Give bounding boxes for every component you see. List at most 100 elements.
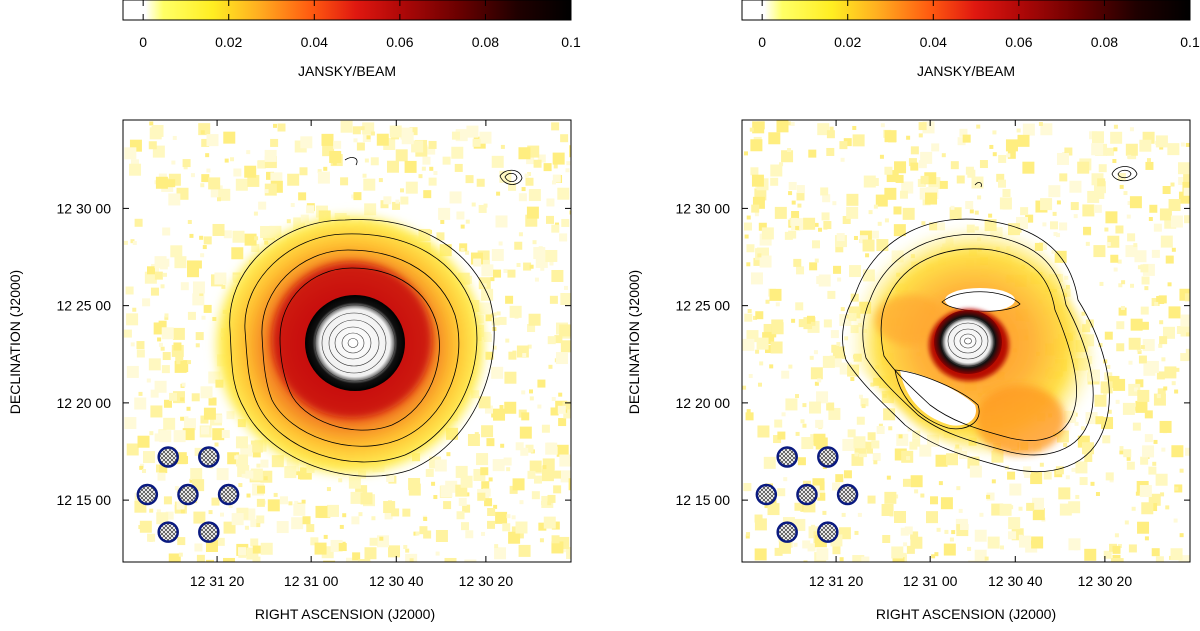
left-noise-pixel: [560, 293, 571, 306]
right-noise-pixel: [1140, 306, 1149, 315]
left-noise-pixel: [150, 389, 159, 398]
right-noise-pixel: [1040, 198, 1053, 211]
right-noise-pixel: [810, 367, 823, 380]
left-noise-pixel: [310, 537, 319, 546]
left-noise-pixel: [465, 175, 474, 184]
right-noise-pixel: [1091, 131, 1104, 144]
right-noise-pixel: [1135, 491, 1140, 496]
right-noise-pixel: [1165, 255, 1174, 264]
left-noise-pixel: [160, 346, 165, 351]
left-noise-pixel: [392, 201, 401, 210]
left-noise-pixel: [134, 218, 143, 227]
left-noise-pixel: [208, 397, 217, 406]
left-noise-pixel: [476, 178, 485, 187]
left-noise-pixel: [460, 224, 465, 229]
right-noise-pixel: [817, 492, 826, 501]
right-noise-pixel: [930, 496, 939, 505]
right-noise-pixel: [1105, 211, 1118, 224]
right-noise-pixel: [906, 135, 911, 140]
right-noise-pixel: [954, 447, 963, 456]
left-noise-pixel: [194, 543, 203, 552]
right-noise-pixel: [795, 431, 800, 436]
left-noise-pixel: [340, 120, 353, 133]
left-noise-pixel: [182, 159, 191, 168]
right-noise-pixel: [1153, 223, 1162, 232]
right-noise-pixel: [1113, 147, 1118, 152]
left-noise-pixel: [440, 219, 445, 224]
left-noise-pixel: [552, 152, 565, 165]
right-noise-pixel: [809, 262, 818, 271]
left-noise-pixel: [484, 498, 493, 507]
left-noise-pixel: [555, 352, 568, 365]
left-colorbar-ticks: 0 0.02 0.04 0.06 0.08 0.1: [139, 0, 581, 50]
right-noise-pixel: [794, 502, 803, 511]
right-noise-pixel: [837, 277, 842, 282]
left-noise-pixel: [429, 166, 434, 171]
right-noise-pixel: [1178, 191, 1190, 204]
right-noise-pixel: [818, 227, 823, 232]
right-noise-pixel: [1139, 139, 1152, 152]
right-noise-pixel: [815, 419, 824, 428]
left-noise-pixel: [156, 509, 161, 514]
right-noise-pixel: [860, 398, 869, 407]
right-core-contours: [941, 317, 995, 367]
left-noise-pixel: [167, 179, 176, 188]
left-noise-pixel: [473, 258, 482, 267]
right-noise-pixel: [903, 542, 908, 547]
right-noise-pixel: [870, 230, 879, 239]
left-colorbar-tick-label: 0.02: [215, 34, 242, 50]
left-noise-pixel: [200, 130, 205, 135]
right-noise-pixel: [931, 554, 936, 559]
right-colorbar: 0 0.02 0.04 0.06 0.08 0.1 JANSKY/BEAM: [741, 0, 1200, 79]
right-noise-pixel: [1183, 187, 1190, 196]
left-noise-pixel: [216, 537, 225, 546]
left-noise-pixel: [180, 416, 185, 421]
right-noise-pixel: [936, 527, 941, 532]
left-noise-pixel: [419, 526, 428, 535]
left-noise-pixel: [178, 552, 183, 557]
right-noise-pixel: [847, 429, 856, 438]
left-noise-pixel: [172, 327, 185, 340]
left-noise-pixel: [199, 291, 204, 296]
right-noise-pixel: [1161, 357, 1166, 362]
right-noise-pixel: [999, 503, 1012, 516]
left-noise-pixel: [146, 266, 155, 275]
right-noise-pixel: [1126, 456, 1131, 461]
right-noise-pixel: [979, 160, 988, 169]
right-noise-pixel: [1161, 447, 1166, 452]
right-noise-pixel: [1087, 190, 1100, 203]
left-noise-pixel: [565, 168, 570, 173]
right-noise-pixel: [846, 314, 851, 319]
left-noise-pixel: [458, 497, 467, 506]
left-noise-pixel: [139, 465, 144, 470]
right-noise-pixel: [1185, 447, 1190, 456]
left-noise-pixel: [409, 127, 418, 136]
left-noise-pixel: [181, 382, 186, 387]
left-noise-pixel: [405, 553, 418, 562]
right-noise-pixel: [1006, 153, 1011, 158]
left-noise-pixel: [241, 473, 246, 478]
right-noise-pixel: [909, 441, 918, 450]
right-noise-pixel: [1170, 548, 1183, 561]
right-noise-pixel: [1118, 283, 1123, 288]
right-noise-pixel: [1185, 142, 1190, 147]
left-colorbar: 0 0.02 0.04 0.06 0.08 0.1 JANSKY/BEAM: [122, 0, 581, 79]
left-noise-pixel: [409, 558, 414, 562]
left-contours: [229, 157, 523, 477]
left-noise-pixel: [186, 265, 199, 278]
right-noise-pixel: [902, 552, 907, 557]
right-noise-pixel: [1096, 190, 1105, 199]
right-noise-pixel: [1170, 215, 1183, 228]
left-noise-pixel: [302, 516, 311, 525]
left-noise-pixel: [423, 530, 432, 539]
right-noise-pixel: [1105, 147, 1114, 156]
left-noise-pixel: [172, 135, 177, 140]
left-noise-pixel: [519, 426, 532, 439]
right-noise-pixel: [1141, 276, 1150, 285]
right-noise-pixel: [949, 207, 962, 220]
right-noise-pixel: [1025, 214, 1034, 223]
right-colorbar-tick-label: 0.04: [920, 34, 947, 50]
right-noise-pixel: [803, 560, 808, 562]
right-noise-pixel: [826, 147, 835, 156]
left-noise-pixel: [527, 470, 536, 479]
